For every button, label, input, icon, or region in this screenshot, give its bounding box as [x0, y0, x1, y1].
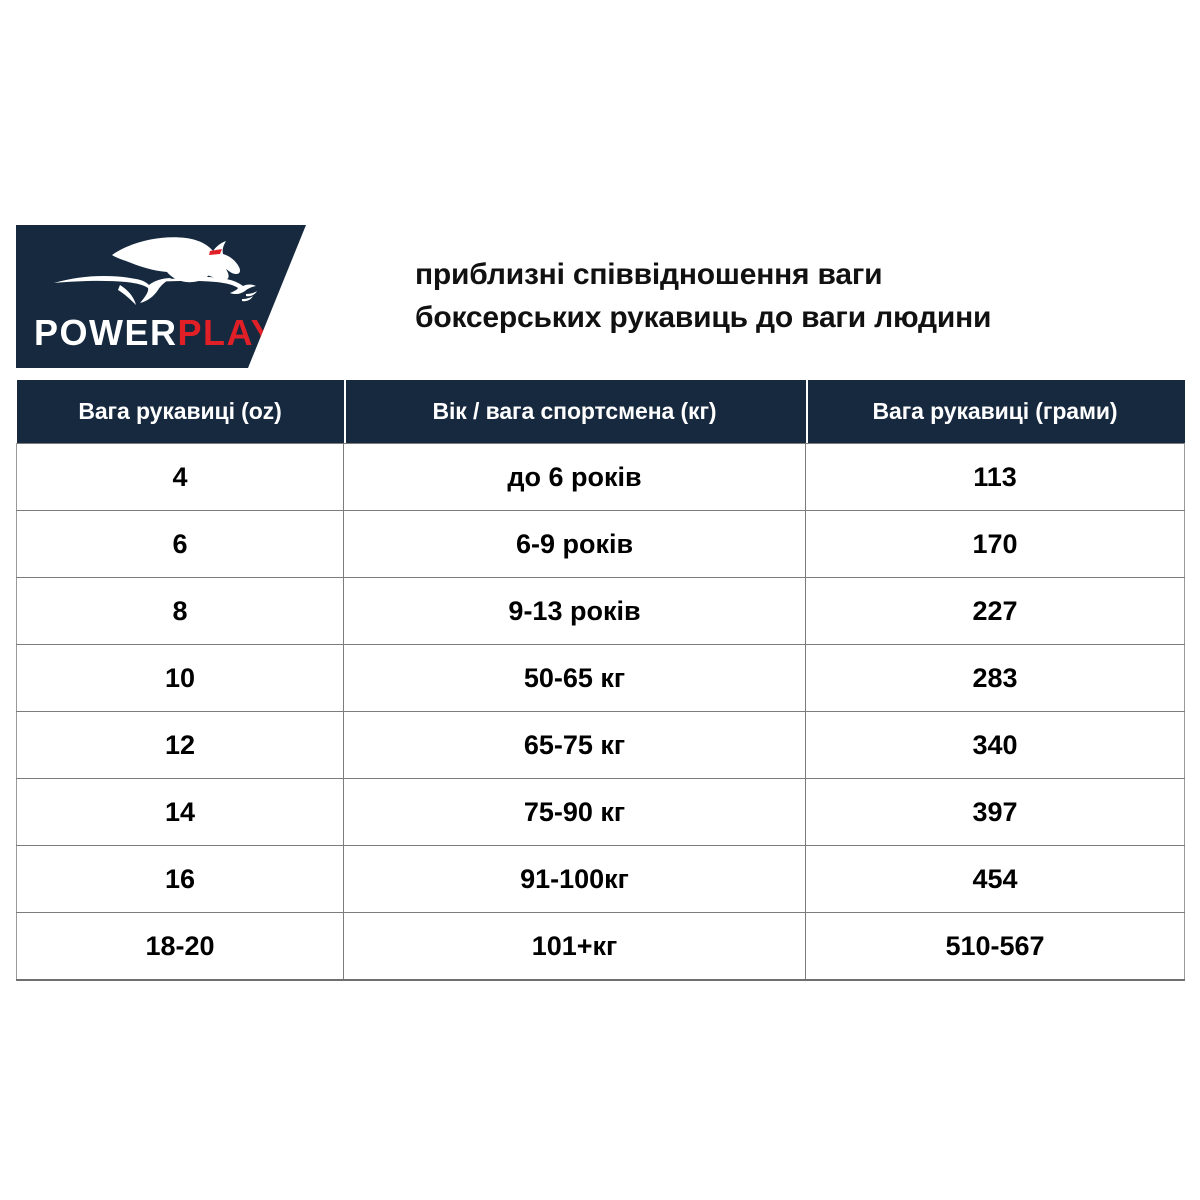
- column-header-glove-oz: Вага рукавиці (oz): [16, 380, 344, 444]
- table-row: 16 91-100кг 454: [16, 845, 1185, 913]
- cell-glove-oz: 4: [16, 443, 344, 511]
- table-header-row: Вага рукавиці (oz) Вік / вага спортсмена…: [16, 380, 1185, 444]
- table-body: 4 до 6 років 113 6 6-9 років 170 8 9-13 …: [16, 443, 1185, 981]
- cell-athlete: 65-75 кг: [343, 711, 806, 779]
- page-title-line-1: приблизні співвідношення ваги: [415, 258, 883, 291]
- table-row: 12 65-75 кг 340: [16, 711, 1185, 779]
- cell-athlete: 91-100кг: [343, 845, 806, 913]
- column-header-athlete: Вік / вага спортсмена (кг): [343, 380, 806, 444]
- brand-heading-row: POWER PLAY ® приблизні співвідношення ваги…: [0, 222, 1200, 372]
- cell-athlete: до 6 років: [343, 443, 806, 511]
- cell-glove-grams: 340: [805, 711, 1185, 779]
- cell-glove-grams: 113: [805, 443, 1185, 511]
- table-row: 8 9-13 років 227: [16, 577, 1185, 645]
- wordmark-play: PLAY: [177, 312, 277, 353]
- cell-glove-oz: 8: [16, 577, 344, 645]
- table-row: 14 75-90 кг 397: [16, 778, 1185, 846]
- panther-logo-icon: [54, 237, 257, 305]
- cell-glove-grams: 283: [805, 644, 1185, 712]
- cell-glove-oz: 12: [16, 711, 344, 779]
- page-title-line-2: боксерських рукавиць до ваги людини: [415, 300, 992, 334]
- glove-weight-table: Вага рукавиці (oz) Вік / вага спортсмена…: [16, 380, 1185, 981]
- registered-trademark-icon: ®: [278, 316, 288, 330]
- column-header-glove-grams: Вага рукавиці (грами): [805, 380, 1185, 444]
- cell-glove-oz: 14: [16, 778, 344, 846]
- cell-glove-oz: 16: [16, 845, 344, 913]
- cell-athlete: 9-13 років: [343, 577, 806, 645]
- cell-glove-grams: 227: [805, 577, 1185, 645]
- cell-glove-oz: 10: [16, 644, 344, 712]
- cell-glove-grams: 454: [805, 845, 1185, 913]
- table-row: 18-20 101+кг 510-567: [16, 912, 1185, 981]
- table-row: 6 6-9 років 170: [16, 510, 1185, 578]
- powerplay-wordmark: POWER PLAY ®: [34, 312, 288, 353]
- table-row: 10 50-65 кг 283: [16, 644, 1185, 712]
- cell-glove-grams: 510-567: [805, 912, 1185, 981]
- cell-glove-oz: 6: [16, 510, 344, 578]
- cell-glove-grams: 397: [805, 778, 1185, 846]
- page-title: приблизні співвідношення ваги боксерськи…: [415, 254, 1175, 339]
- cell-athlete: 50-65 кг: [343, 644, 806, 712]
- glove-weight-table-wrapper: Вага рукавиці (oz) Вік / вага спортсмена…: [16, 380, 1185, 981]
- cell-athlete: 101+кг: [343, 912, 806, 981]
- cell-athlete: 6-9 років: [343, 510, 806, 578]
- cell-athlete: 75-90 кг: [343, 778, 806, 846]
- wordmark-power: POWER: [34, 312, 178, 353]
- table-header: Вага рукавиці (oz) Вік / вага спортсмена…: [16, 380, 1185, 444]
- cell-glove-oz: 18-20: [16, 912, 344, 981]
- table-row: 4 до 6 років 113: [16, 443, 1185, 511]
- cell-glove-grams: 170: [805, 510, 1185, 578]
- powerplay-logo-block: POWER PLAY ®: [16, 225, 306, 368]
